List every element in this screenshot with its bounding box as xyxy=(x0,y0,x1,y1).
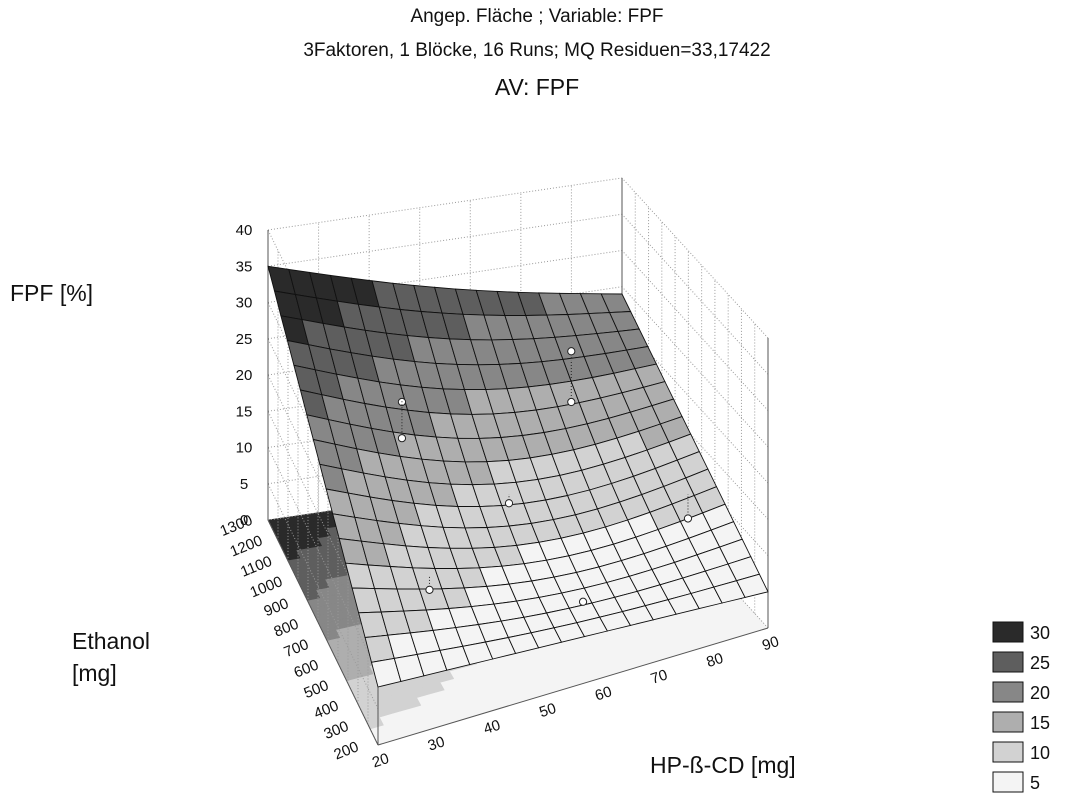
y-axis-title-line-2: [mg] xyxy=(72,660,117,686)
y-tick-label: 200 xyxy=(332,738,362,763)
y-tick-label: 500 xyxy=(302,677,332,702)
x-tick-label: 90 xyxy=(760,633,781,654)
legend-label: 20 xyxy=(1030,683,1050,703)
legend-swatch xyxy=(992,621,1024,643)
grid-line xyxy=(621,250,769,411)
z-tick-label: 15 xyxy=(236,403,253,420)
box-edge xyxy=(377,627,769,746)
data-point xyxy=(578,597,588,606)
y-tick-label: 700 xyxy=(282,636,312,661)
legend-swatch xyxy=(992,681,1024,703)
legend-swatch xyxy=(992,771,1024,793)
z-tick-label: 35 xyxy=(236,258,253,275)
chart-title: Angep. Fläche ; Variable: FPF xyxy=(410,6,664,27)
surface-cell xyxy=(735,573,769,598)
z-tick-label: 5 xyxy=(240,476,248,493)
data-point xyxy=(567,347,576,356)
x-tick-label: 80 xyxy=(704,650,725,671)
z-tick-label: 30 xyxy=(236,295,253,312)
data-points-layer xyxy=(397,347,693,606)
data-point xyxy=(567,397,576,407)
z-tick-label: 20 xyxy=(236,367,253,384)
y-tick-label: 400 xyxy=(312,697,342,722)
y-tick-label: 900 xyxy=(262,595,292,620)
y-tick-label: 600 xyxy=(292,656,322,681)
x-tick-label: 60 xyxy=(593,683,614,704)
data-point xyxy=(683,514,693,523)
y-tick-label: 800 xyxy=(272,616,302,641)
grid-line xyxy=(267,213,623,267)
grid-line xyxy=(267,177,623,231)
legend-swatch xyxy=(992,741,1024,763)
legend-label: 5 xyxy=(1030,773,1040,793)
legend: 30 25 20 15 10 5 xyxy=(992,621,1050,793)
legend-label: 30 xyxy=(1030,623,1050,643)
grid-line xyxy=(621,177,769,339)
chart-subtitle: 3Faktoren, 1 Blöcke, 16 Runs; MQ Residue… xyxy=(303,40,771,61)
y-axis-title-line-1: Ethanol xyxy=(72,628,151,654)
dependent-variable-label: AV: FPF xyxy=(494,74,580,100)
grid-line xyxy=(621,213,769,375)
x-tick-label: 70 xyxy=(649,666,670,687)
legend-label: 15 xyxy=(1030,713,1050,733)
z-tick-label: 40 xyxy=(236,222,253,239)
data-point xyxy=(504,499,514,508)
x-tick-label: 20 xyxy=(370,750,391,771)
x-tick-label: 50 xyxy=(537,700,558,721)
grid-line xyxy=(621,286,769,448)
legend-label: 25 xyxy=(1030,653,1050,673)
data-point xyxy=(397,434,407,443)
legend-swatch xyxy=(992,711,1024,733)
response-surface xyxy=(267,265,769,688)
data-point xyxy=(425,585,434,594)
legend-label: 10 xyxy=(1030,743,1050,763)
x-tick-label: 30 xyxy=(426,733,447,754)
y-tick-label: 300 xyxy=(322,718,352,743)
legend-swatch xyxy=(992,651,1024,673)
x-tick-label: 40 xyxy=(481,717,502,738)
box-edge xyxy=(267,519,379,746)
z-tick-label: 25 xyxy=(236,331,253,348)
x-axis-title: HP-ß-CD [mg] xyxy=(650,752,796,778)
z-axis-title: FPF [%] xyxy=(10,280,94,306)
z-tick-label: 10 xyxy=(236,440,253,457)
z-tick-label: 0 xyxy=(240,512,248,529)
